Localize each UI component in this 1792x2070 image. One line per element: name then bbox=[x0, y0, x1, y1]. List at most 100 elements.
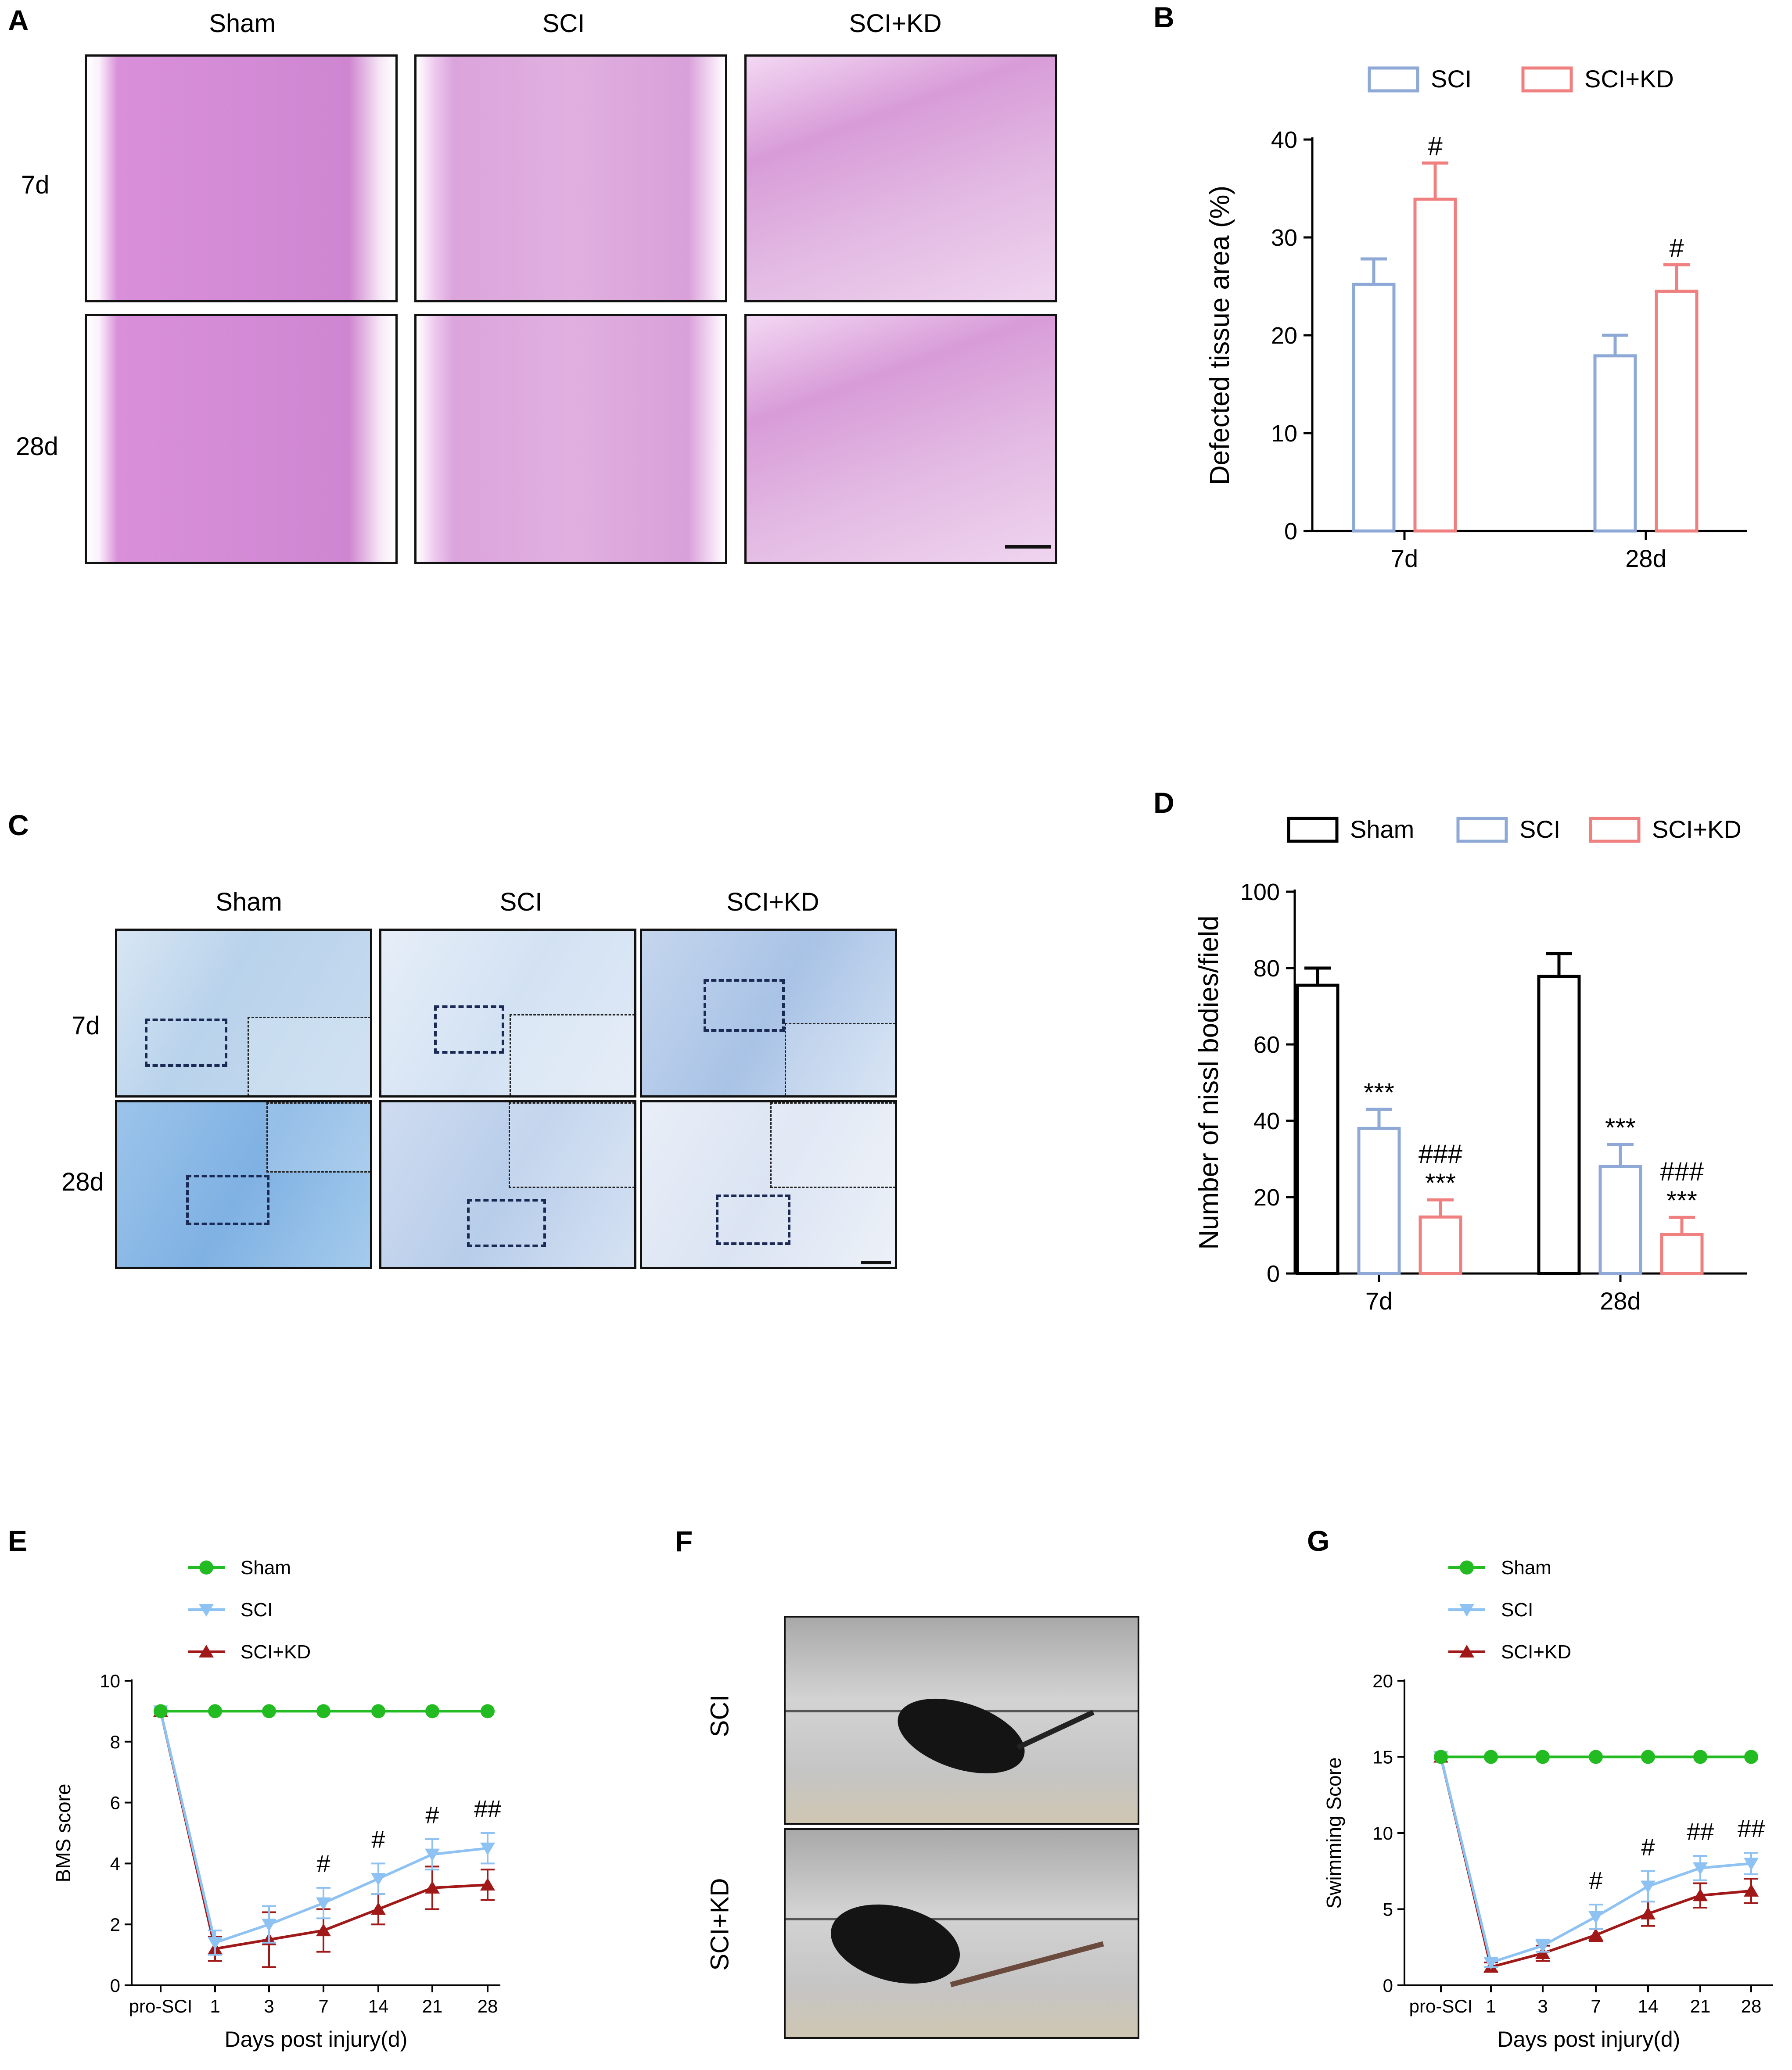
significance-mark: ## bbox=[1738, 1815, 1765, 1842]
point-sci-kd-14 bbox=[371, 1902, 386, 1915]
bar-sci-28d bbox=[1598, 1165, 1642, 1275]
significance-mark: # bbox=[425, 1801, 439, 1829]
y-tick-label: 0 bbox=[1267, 1261, 1280, 1287]
y-tick-label: 8 bbox=[110, 1732, 120, 1752]
y-tick-label: 0 bbox=[1284, 518, 1297, 545]
panel-label-c: C bbox=[8, 809, 29, 841]
point-sham-pro-SCI bbox=[154, 1704, 168, 1718]
zoom-inset bbox=[266, 1102, 370, 1173]
y-tick-label: 2 bbox=[110, 1914, 120, 1935]
panel-c-row-7d: 7d bbox=[72, 1012, 100, 1040]
point-sci-kd-28 bbox=[1744, 1883, 1759, 1897]
mouse-tail bbox=[950, 1941, 1104, 1987]
legend-marker-sci bbox=[1459, 1604, 1474, 1617]
panel-a-col-sci: SCI bbox=[542, 9, 585, 38]
point-sham-21 bbox=[425, 1704, 439, 1718]
x-tick-label: pro-SCI bbox=[129, 1996, 193, 2016]
point-sci-kd-28 bbox=[480, 1877, 495, 1891]
bar-sci-28d bbox=[1593, 354, 1637, 533]
nissl-image-sci-28d bbox=[379, 1100, 636, 1269]
panel-label-a: A bbox=[8, 4, 29, 36]
chart-d: D Sham SCI SCI+KD 0 20 40 60 80 100 Number of niss… bbox=[1153, 786, 1747, 1315]
significance-mark: *** bbox=[1666, 1186, 1697, 1215]
y-tick-label: 0 bbox=[1383, 1975, 1393, 1996]
point-sham-1 bbox=[1484, 1750, 1498, 1764]
x-axis-label: Days post injury(d) bbox=[1498, 2027, 1681, 2052]
he-image-sham-7d bbox=[85, 54, 398, 302]
mouse-tail bbox=[1016, 1710, 1095, 1750]
legend-label-sci: SCI bbox=[1501, 1599, 1533, 1621]
mouse-scikd bbox=[822, 1892, 969, 1996]
panel-label-b: B bbox=[1153, 1, 1174, 33]
scale-bar-a bbox=[1005, 545, 1051, 549]
nissl-image-scikd-28d bbox=[640, 1100, 897, 1269]
y-axis-label: Number of nissl bodies/field bbox=[1194, 915, 1224, 1250]
y-tick-label: 15 bbox=[1372, 1747, 1393, 1768]
x-tick-label: 7 bbox=[1591, 1996, 1601, 2016]
bar-sci-7d bbox=[1357, 1126, 1401, 1275]
zoom-box bbox=[716, 1195, 790, 1245]
water-surface bbox=[786, 1918, 1138, 1920]
zoom-box bbox=[434, 1005, 504, 1054]
nissl-image-sham-28d bbox=[115, 1100, 372, 1269]
significance-mark: *** bbox=[1605, 1113, 1636, 1142]
point-sham-pro-SCI bbox=[1434, 1750, 1448, 1764]
y-tick-label: 10 bbox=[1372, 1823, 1393, 1844]
point-sci-1 bbox=[208, 1937, 223, 1950]
point-sci-1 bbox=[1483, 1956, 1498, 1970]
x-tick-label: pro-SCI bbox=[1409, 1996, 1473, 2016]
point-sci-14 bbox=[371, 1873, 386, 1886]
x-tick-label: 28d bbox=[1600, 1287, 1641, 1315]
y-tick-label: 20 bbox=[1271, 323, 1297, 349]
y-tick-label: 60 bbox=[1253, 1032, 1280, 1058]
zoom-inset bbox=[785, 1023, 895, 1095]
chart-e: E Sham SCI SCI+KD 0 2 4 6 8 10 BMS score pro-SCI 1 3 7… bbox=[8, 1525, 501, 2052]
y-tick-label: 10 bbox=[100, 1671, 120, 1691]
legend-swatch-sci bbox=[1456, 817, 1508, 843]
x-tick-label: 28 bbox=[1741, 1996, 1762, 2016]
legend-swatch-sci bbox=[1368, 66, 1419, 93]
significance-mark: # bbox=[316, 1850, 330, 1877]
he-image-scikd-7d bbox=[744, 54, 1057, 302]
panel-a-col-sham: Sham bbox=[209, 9, 276, 38]
swim-photo-scikd bbox=[784, 1828, 1139, 2039]
he-image-scikd-28d bbox=[744, 314, 1057, 564]
nissl-image-sci-7d bbox=[379, 929, 636, 1098]
panel-c-col-sci: SCI bbox=[499, 888, 542, 916]
point-sci-21 bbox=[1693, 1862, 1708, 1875]
x-tick-label: 28d bbox=[1625, 545, 1666, 572]
legend-marker-sci-kd bbox=[199, 1645, 214, 1657]
swim-photo-sci bbox=[784, 1616, 1139, 1825]
point-sci-14 bbox=[1641, 1880, 1656, 1894]
point-sham-7 bbox=[316, 1704, 330, 1718]
point-sham-7 bbox=[1589, 1750, 1603, 1764]
significance-mark: # bbox=[1641, 1833, 1655, 1861]
bar-sham-7d bbox=[1296, 983, 1340, 1275]
y-tick-label: 10 bbox=[1271, 420, 1297, 447]
bar-sci-kd-28d bbox=[1655, 290, 1699, 533]
legend-marker-sham bbox=[1460, 1561, 1474, 1575]
legend-label-sci-kd: SCI+KD bbox=[1501, 1641, 1571, 1663]
panel-label-e: E bbox=[8, 1525, 27, 1557]
y-tick-label: 20 bbox=[1253, 1184, 1280, 1211]
significance-mark: ## bbox=[474, 1795, 501, 1822]
zoom-inset bbox=[509, 1102, 634, 1188]
point-sci-kd-21 bbox=[1693, 1888, 1708, 1901]
legend-label-sci: SCI bbox=[1519, 815, 1560, 843]
point-sham-14 bbox=[371, 1704, 385, 1718]
legend-marker-sci-kd bbox=[1459, 1645, 1474, 1657]
panel-f-row-scikd: SCI+KD bbox=[705, 1878, 734, 1971]
x-tick-label: 3 bbox=[264, 1996, 274, 2016]
significance-mark: ### bbox=[1419, 1139, 1463, 1169]
y-tick-label: 0 bbox=[110, 1975, 120, 1996]
y-tick-label: 20 bbox=[1372, 1671, 1393, 1691]
legend-swatch-sci-kd bbox=[1521, 66, 1573, 93]
panel-label-d: D bbox=[1153, 786, 1174, 819]
point-sci-28 bbox=[1744, 1858, 1759, 1871]
zoom-box bbox=[145, 1019, 227, 1067]
x-tick-label: 7 bbox=[318, 1996, 328, 2016]
legend-label-sci: SCI bbox=[241, 1599, 273, 1621]
y-axis-label: Swimming Score bbox=[1322, 1757, 1345, 1909]
panel-label-g: G bbox=[1307, 1525, 1329, 1557]
panel-a-row-28d: 28d bbox=[16, 432, 58, 461]
